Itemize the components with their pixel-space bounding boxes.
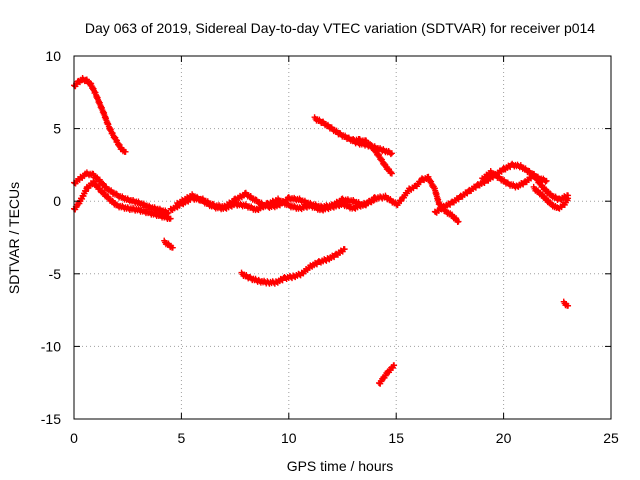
axis-ticks <box>73 55 612 420</box>
chart-title: Day 063 of 2019, Sidereal Day-to-day VTE… <box>85 20 595 36</box>
y-tick-label: 0 <box>53 193 61 209</box>
x-axis-label: GPS time / hours <box>287 458 394 474</box>
x-tick-label: 0 <box>70 430 78 446</box>
data-point <box>387 151 394 158</box>
data-point <box>122 148 129 155</box>
series-track-a <box>71 75 129 155</box>
data-point <box>370 197 377 204</box>
y-axis-label: SDTVAR / TECUs <box>6 182 22 294</box>
data-point <box>169 244 176 251</box>
data-point <box>388 170 395 177</box>
series-track-g <box>238 246 348 287</box>
series-track-b <box>71 169 172 217</box>
series-track-i <box>350 136 395 177</box>
plot-frame <box>73 55 612 420</box>
data-point <box>388 150 395 157</box>
series-track-c <box>71 178 174 222</box>
data-point <box>371 196 378 203</box>
data-point <box>87 80 94 87</box>
y-tick-label: -15 <box>41 411 61 427</box>
data-point <box>565 195 572 202</box>
data-point <box>391 362 398 369</box>
y-tick-label: -10 <box>41 338 61 354</box>
series-track-f <box>174 191 378 214</box>
x-tick-label: 25 <box>603 430 619 446</box>
x-tick-labels: 0 5 10 15 20 25 <box>70 430 619 446</box>
x-tick-label: 20 <box>496 430 512 446</box>
data-point <box>565 302 572 309</box>
data-point <box>167 215 174 222</box>
x-tick-label: 15 <box>388 430 404 446</box>
y-tick-label: 5 <box>53 121 61 137</box>
x-tick-label: 10 <box>281 430 297 446</box>
data-point <box>542 178 549 185</box>
y-tick-labels: -15 -10 -5 0 5 10 <box>41 48 61 427</box>
series-track-j <box>376 362 398 387</box>
x-tick-label: 5 <box>178 430 186 446</box>
series-track-d <box>161 237 176 251</box>
series-track-n <box>530 183 572 212</box>
y-tick-label: 10 <box>45 48 61 64</box>
data-point <box>543 177 550 184</box>
y-tick-label: -5 <box>49 266 62 282</box>
series-track-k <box>393 173 462 226</box>
data-point <box>341 246 348 253</box>
data-point <box>455 218 462 225</box>
series-track-o <box>560 298 572 309</box>
data-points <box>71 75 572 387</box>
